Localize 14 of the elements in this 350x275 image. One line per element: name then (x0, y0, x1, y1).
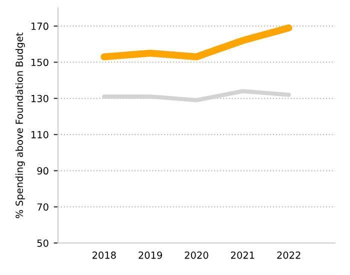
y-tick-label: 70 (37, 203, 48, 211)
y-tick-label: 110 (31, 131, 48, 138)
y-tick-label: 170 (31, 22, 48, 30)
x-tick-label: 2018 (92, 252, 116, 259)
x-tick-label: 2021 (231, 252, 254, 259)
y-tick-label: 50 (37, 239, 48, 247)
y-tick-label: 90 (37, 167, 48, 175)
y-tick-label: 130 (31, 94, 48, 102)
x-tick-label: 2019 (138, 252, 162, 259)
x-tick-label: 2020 (184, 252, 208, 259)
line-series (102, 89, 291, 102)
x-tick-label: 2022 (277, 252, 300, 259)
y-axis-title: % Spending above Foundation Budget (15, 32, 25, 218)
y-tick-label: 150 (31, 58, 48, 66)
